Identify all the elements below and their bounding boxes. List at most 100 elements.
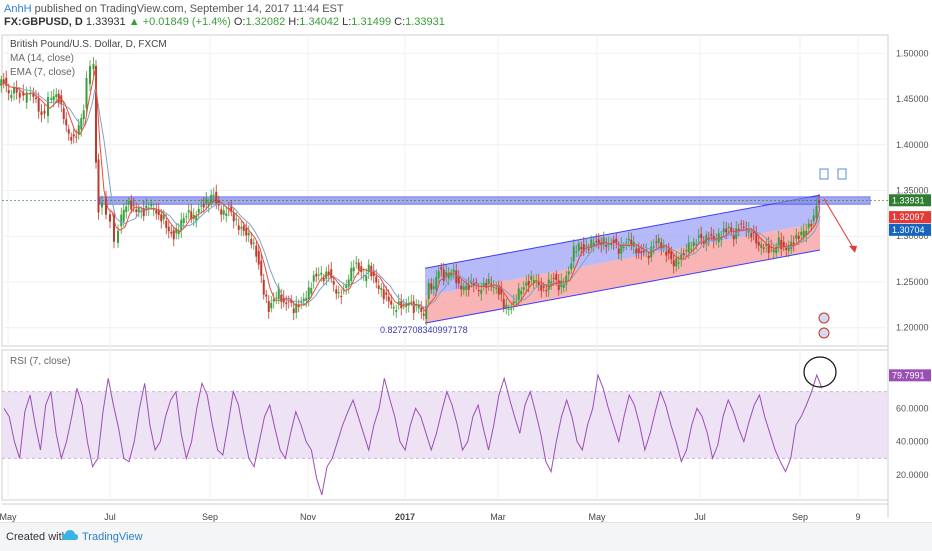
price-tick-label: 1.40000	[896, 140, 929, 150]
candle-body	[160, 214, 163, 222]
candle-body	[637, 248, 640, 254]
created-with-text: Created with	[6, 531, 68, 543]
candle-body	[667, 248, 670, 254]
candle-body	[292, 308, 295, 314]
candle-body	[57, 93, 60, 103]
candle-body	[397, 301, 400, 305]
candle-body	[275, 297, 278, 299]
candle-body	[640, 251, 643, 253]
candle-body	[150, 203, 153, 207]
candle-body	[225, 213, 228, 216]
candle-body	[565, 275, 568, 285]
alert-icon	[819, 168, 829, 180]
last-price: 1.33931	[85, 16, 126, 28]
candle-body	[55, 94, 58, 97]
candle-body	[392, 306, 395, 309]
event-flag-icon	[818, 312, 830, 324]
candle-body	[625, 242, 628, 244]
candle-body	[182, 218, 185, 224]
candle-body	[810, 224, 813, 227]
candle-body	[180, 219, 183, 231]
candle-body	[680, 253, 683, 260]
candle-body	[101, 202, 103, 208]
candle-body	[587, 248, 590, 250]
event-flag-icon	[818, 327, 830, 339]
candle-body	[697, 235, 700, 238]
candle-body	[655, 241, 658, 243]
candle-body	[337, 292, 340, 294]
alert-icon	[837, 168, 847, 180]
candle-body	[347, 279, 350, 287]
candle-body	[37, 98, 40, 112]
author-link[interactable]: AnhH	[4, 3, 32, 15]
candle-body	[235, 218, 238, 220]
candle-body	[585, 245, 588, 247]
tradingview-link[interactable]: TradingView	[82, 531, 143, 543]
time-tick-label: 2017	[395, 512, 415, 522]
candle-body	[592, 242, 595, 246]
time-tick-label: 9	[855, 512, 860, 522]
candle-body	[109, 214, 111, 222]
candle-body	[190, 211, 193, 220]
candle-body	[272, 299, 275, 302]
candle-body	[5, 77, 8, 86]
time-tick-label: May	[588, 512, 606, 522]
candle-body	[665, 251, 668, 256]
candle-body	[137, 208, 140, 213]
candle-body	[232, 213, 235, 222]
candle-body	[722, 228, 725, 233]
candle-body	[332, 280, 335, 285]
price-tag-label: 1.33931	[892, 195, 925, 205]
candle-body	[320, 272, 323, 275]
candle-body	[412, 301, 415, 313]
candle-body	[197, 208, 200, 213]
candle-body	[300, 301, 303, 303]
candle-body	[360, 266, 363, 273]
candle-body	[420, 307, 423, 312]
publish-info: AnhH published on TradingView.com, Septe…	[4, 3, 344, 15]
candle-body	[535, 280, 538, 282]
candle-body	[285, 302, 288, 305]
candle-body	[362, 275, 365, 277]
candle-body	[432, 286, 435, 289]
candle-body	[427, 283, 430, 299]
candle-body	[462, 286, 465, 291]
candle-body	[630, 239, 633, 246]
candle-body	[502, 299, 505, 308]
candle-body	[195, 216, 198, 222]
candle-body	[155, 210, 158, 214]
candle-body	[560, 280, 563, 287]
rsi-legend: RSI (7, close)	[10, 356, 71, 367]
candle-body	[50, 97, 53, 100]
candle-body	[125, 206, 128, 213]
candle-body	[620, 244, 623, 254]
candle-body	[267, 300, 270, 312]
candle-body	[105, 196, 107, 215]
candle-body	[67, 129, 70, 134]
candle-body	[602, 237, 605, 246]
chart-area[interactable]: 1.50000 1.45000 1.40000 1.35000 1.30000 1.250…	[0, 0, 932, 522]
time-tick-label: Jul	[104, 512, 116, 522]
channel-lower-line	[424, 249, 821, 324]
price-tick-label: 1.20000	[896, 323, 929, 333]
price-tag-label: 1.30704	[892, 225, 925, 235]
time-tick-label: Mar	[490, 512, 506, 522]
candle-body	[805, 231, 808, 236]
candle-body	[572, 246, 575, 262]
candle-body	[32, 92, 35, 97]
candle-body	[807, 223, 810, 228]
candle-body	[797, 235, 800, 239]
candle-body	[212, 194, 215, 196]
open-value: 1.32082	[245, 16, 286, 28]
arrow-head-icon	[849, 245, 857, 253]
candle-body	[615, 238, 618, 243]
candle-body	[662, 246, 665, 249]
candle-body	[595, 241, 598, 243]
candle-body	[815, 206, 818, 219]
candle-body	[730, 227, 733, 232]
candle-body	[335, 289, 338, 294]
candle-body	[422, 313, 425, 316]
candle-body	[465, 285, 468, 290]
candle-body	[35, 97, 37, 99]
candle-body	[260, 260, 263, 276]
